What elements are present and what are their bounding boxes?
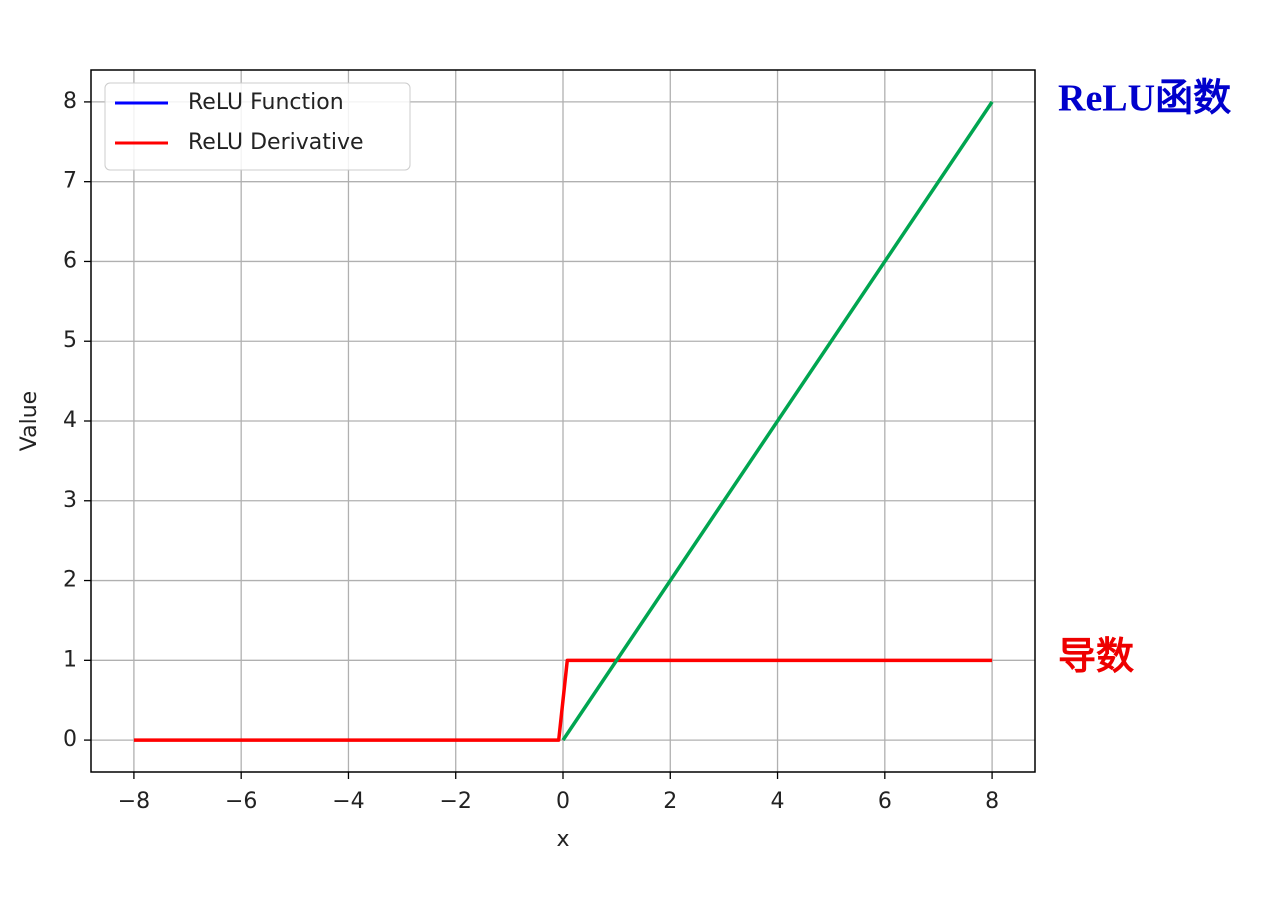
annotation: 导数 [1058,636,1134,678]
legend: ReLU Function ReLU Derivative [104,82,411,171]
x-axis-label: x [556,827,569,852]
data-line [561,100,994,742]
x-tick-label: −4 [332,789,364,814]
x-tick-label: −2 [440,789,472,814]
x-tick-label: 4 [771,789,785,814]
y-tick-label: 1 [63,647,77,672]
y-tick-label: 3 [63,488,77,513]
x-tick-label: 2 [663,789,677,814]
y-axis-label: Value [17,391,42,451]
legend-box [104,82,411,171]
x-tick-label: −8 [118,789,150,814]
annotation: ReLU函数 [1058,78,1231,120]
y-tick-label: 8 [63,89,77,114]
y-tick-label: 6 [63,248,77,273]
legend-label: ReLU Function [188,90,344,115]
x-tick-label: 8 [985,789,999,814]
plot-frame [90,69,1036,773]
legend-label: ReLU Derivative [188,130,364,155]
y-tick-label: 5 [63,328,77,353]
y-tick-label: 2 [63,568,77,593]
x-tick-label: 0 [556,789,570,814]
y-tick-label: 4 [63,408,77,433]
y-tick-label: 0 [63,727,77,752]
data-line [133,658,993,742]
x-tick-label: −6 [225,789,257,814]
x-tick-label: 6 [878,789,892,814]
y-tick-label: 7 [63,169,77,194]
